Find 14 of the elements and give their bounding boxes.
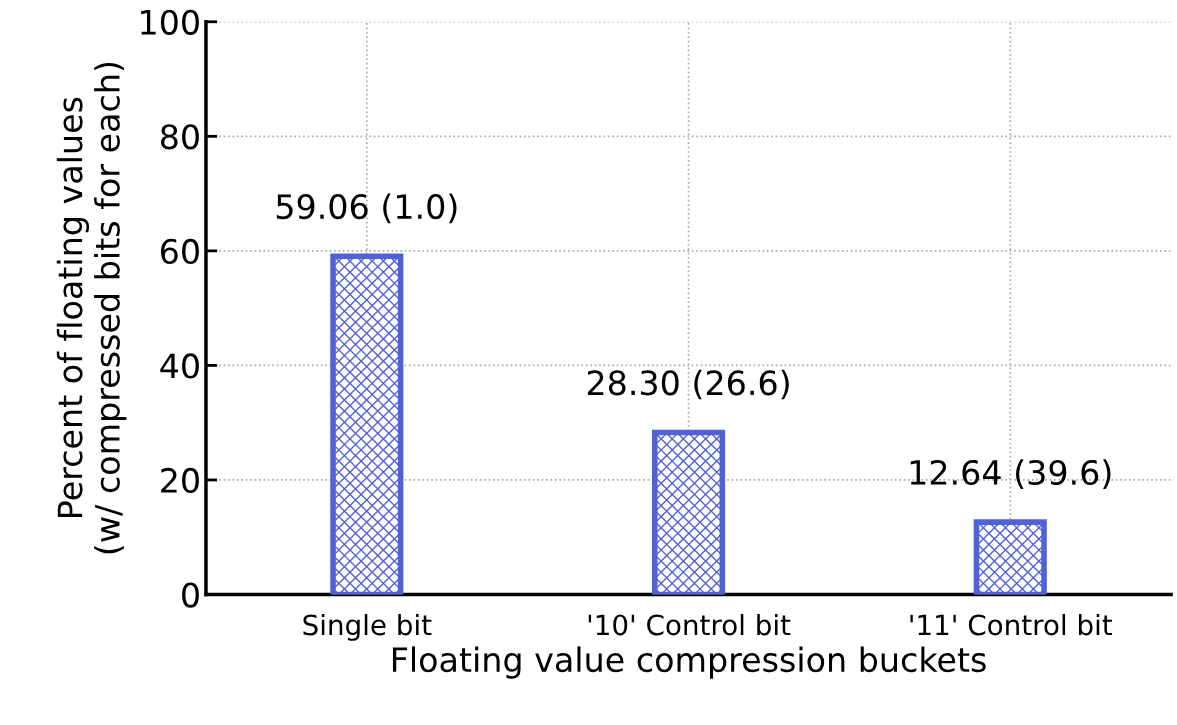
y-tick-label: 20 (161, 467, 199, 494)
y-tick-label: 0 (182, 582, 199, 608)
data-label: 12.64 (39.6) (910, 459, 1111, 490)
x-tick-label: Single bit (303, 613, 432, 641)
x-axis-title: Floating value compression buckets (392, 646, 986, 679)
data-label: 59.06 (1.0) (276, 193, 457, 224)
x-tick-label: '10' Control bit (588, 613, 791, 636)
y-tick-label: 80 (160, 124, 199, 150)
data-label: 28.30 (26.6) (587, 369, 789, 400)
y-tick-label: 40 (160, 353, 199, 379)
x-tick-label: '11' Control bit (910, 613, 1113, 636)
y-tick-label: 100 (141, 9, 199, 35)
y-tick-label: 60 (161, 238, 199, 264)
y-axis-title: Percent of floating values (w/ compressed bits for each) (56, 62, 127, 554)
